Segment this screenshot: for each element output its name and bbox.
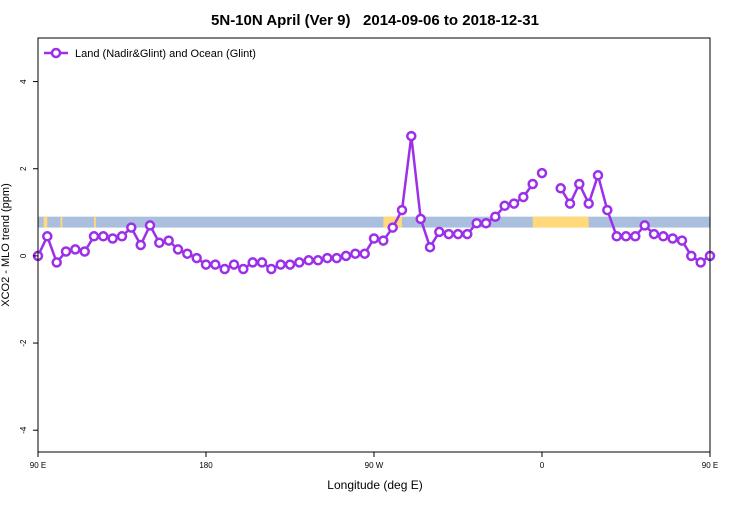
data-point — [658, 231, 669, 242]
data-point — [611, 231, 622, 242]
data-point — [303, 255, 314, 266]
x-tick-label: 90 E — [30, 461, 46, 470]
data-point — [452, 228, 464, 240]
data-point — [396, 204, 408, 216]
x-axis: 90 E 180 90 W 0 90 E — [30, 452, 718, 470]
data-point — [648, 228, 660, 240]
x-axis-label: Longitude (deg E) — [327, 478, 422, 492]
data-point — [471, 217, 482, 229]
land-band-segment — [60, 216, 63, 228]
data-point — [359, 248, 370, 259]
data-point — [340, 250, 352, 262]
data-point — [630, 231, 641, 242]
y-tick-label: 2 — [19, 166, 28, 171]
y-tick-label: 4 — [19, 79, 28, 84]
data-point — [154, 237, 165, 249]
data-point — [256, 257, 268, 268]
data-point — [331, 252, 342, 264]
data-point — [387, 222, 398, 233]
data-point — [499, 200, 510, 212]
data-point — [294, 257, 305, 268]
data-point — [172, 244, 184, 255]
data-point — [406, 130, 417, 142]
data-point — [135, 239, 146, 251]
chart-title: 5N-10N April (Ver 9) 2014-09-06 to 2018-… — [211, 12, 539, 29]
data-point — [667, 233, 678, 244]
plot-area — [32, 130, 716, 275]
data-point — [527, 178, 538, 190]
land-band-segment — [43, 216, 48, 228]
land-band-segment — [94, 216, 96, 228]
data-point — [51, 257, 62, 268]
data-point — [368, 233, 380, 244]
data-point — [443, 228, 454, 240]
data-point — [686, 250, 697, 262]
data-point — [266, 263, 277, 275]
data-point — [191, 252, 202, 264]
legend-label: Land (Nadir&Glint) and Ocean (Glint) — [75, 48, 256, 60]
x-tick-label: 90 W — [365, 461, 384, 470]
data-point — [350, 248, 361, 259]
data-point — [555, 183, 566, 194]
data-point — [284, 259, 296, 270]
data-point — [163, 235, 174, 246]
land-band-segment — [383, 216, 402, 228]
y-tick-label: -2 — [19, 339, 28, 347]
y-axis-label: XCO2 - MLO trend (ppm) — [0, 183, 12, 306]
data-point — [695, 257, 706, 268]
data-point — [42, 231, 53, 242]
data-point — [126, 222, 137, 233]
legend: Land (Nadir&Glint) and Ocean (Glint) — [44, 47, 256, 60]
data-point — [639, 220, 650, 231]
x-tick-label: 0 — [540, 461, 545, 470]
data-point — [238, 263, 249, 275]
data-point — [508, 198, 520, 209]
data-point — [574, 178, 585, 190]
data-point — [228, 259, 240, 270]
data-point — [116, 231, 128, 242]
data-point — [592, 170, 604, 181]
data-point — [144, 220, 156, 231]
data-point — [518, 191, 529, 203]
data-point — [275, 259, 286, 270]
ocean-band — [38, 216, 710, 228]
data-point — [79, 246, 90, 257]
data-point — [210, 259, 221, 270]
data-point — [462, 228, 473, 240]
data-point — [434, 226, 445, 238]
y-tick-label: -4 — [19, 426, 28, 434]
data-point — [676, 235, 688, 246]
y-axis: -4 -2 0 2 4 — [19, 79, 38, 434]
data-point — [564, 198, 576, 209]
data-point — [219, 263, 230, 275]
data-point — [602, 204, 613, 216]
data-point — [247, 257, 258, 268]
data-point — [415, 213, 426, 225]
y-tick-label: 0 — [19, 253, 28, 258]
data-point — [88, 231, 100, 242]
data-point — [200, 259, 212, 270]
land-band-segment — [532, 216, 589, 228]
data-point — [70, 244, 81, 255]
data-point — [312, 255, 324, 266]
x-tick-label: 90 E — [702, 461, 718, 470]
data-point — [98, 231, 109, 242]
x-tick-label: 180 — [199, 461, 213, 470]
data-point — [536, 167, 548, 179]
data-point — [182, 248, 193, 259]
data-point — [480, 217, 492, 229]
data-point — [322, 252, 333, 264]
legend-marker — [50, 47, 62, 59]
data-point — [60, 246, 72, 257]
data-point — [424, 241, 436, 253]
data-point — [620, 231, 632, 242]
data-point — [583, 198, 594, 209]
data-point — [490, 211, 501, 222]
data-point — [378, 235, 389, 246]
series-line — [36, 134, 534, 271]
data-point — [107, 233, 118, 244]
